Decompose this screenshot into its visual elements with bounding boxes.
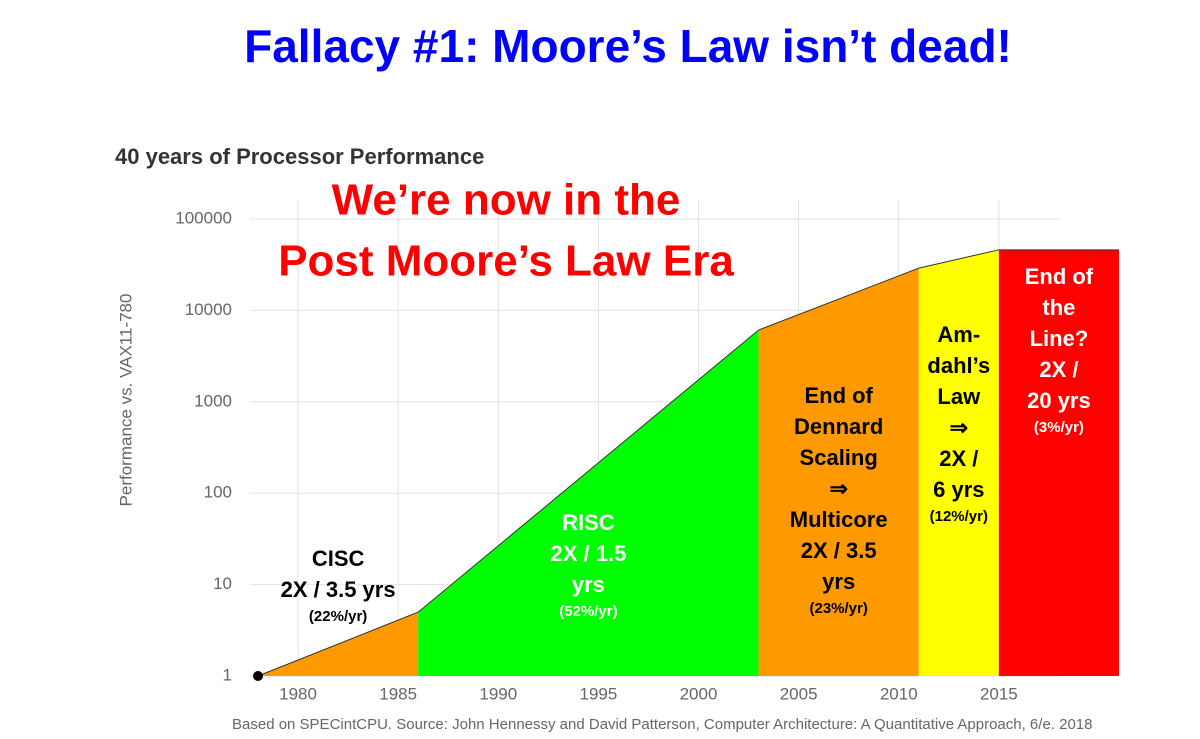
- x-tick-label: 2010: [880, 684, 918, 703]
- x-tick-label: 1990: [479, 684, 517, 703]
- x-tick-label: 2000: [680, 684, 718, 703]
- region-label: 2X /: [939, 446, 978, 471]
- region-label: Am-: [937, 322, 980, 347]
- region-label: 20 yrs: [1027, 388, 1091, 413]
- region-label: 2X / 3.5: [801, 538, 877, 563]
- region-label: Line?: [1030, 326, 1089, 351]
- overlay-text: Post Moore’s Law Era: [278, 237, 734, 286]
- region-label: 2X / 1.5: [550, 541, 626, 566]
- region-label: Dennard: [794, 414, 883, 439]
- region-label: ⇒: [950, 415, 968, 440]
- chart-title: 40 years of Processor Performance: [115, 144, 484, 169]
- era-region: [918, 249, 999, 677]
- region-rate: (22%/yr): [309, 608, 367, 625]
- y-tick-label: 1: [223, 665, 232, 684]
- x-tick-label: 2015: [980, 684, 1018, 703]
- source-note: Based on SPECintCPU. Source: John Hennes…: [232, 716, 1093, 733]
- region-rate: (3%/yr): [1034, 419, 1084, 436]
- region-label: Scaling: [800, 445, 878, 470]
- y-tick-label: 10: [213, 574, 232, 593]
- region-rate: (23%/yr): [809, 600, 867, 617]
- era-region: [998, 249, 1119, 677]
- era-region: [758, 268, 919, 676]
- region-label: RISC: [562, 510, 615, 535]
- region-label: CISC: [312, 546, 365, 571]
- region-label: yrs: [572, 572, 605, 597]
- y-tick-label: 100: [204, 483, 232, 502]
- region-label: yrs: [822, 569, 855, 594]
- region-label: Law: [937, 384, 981, 409]
- region-label: ⇒: [829, 476, 847, 501]
- region-label: End of: [804, 383, 873, 408]
- region-label: Multicore: [790, 507, 888, 532]
- x-tick-label: 2005: [780, 684, 818, 703]
- region-label: 6 yrs: [933, 477, 984, 502]
- region-label: 2X / 3.5 yrs: [281, 577, 396, 602]
- overlay-text: We’re now in the: [332, 176, 681, 225]
- y-tick-label: 1000: [194, 391, 232, 410]
- x-tick-label: 1980: [279, 684, 317, 703]
- era-region: [418, 330, 759, 676]
- start-point: [253, 671, 264, 681]
- region-label: the: [1042, 295, 1075, 320]
- y-axis-label: Performance vs. VAX11-780: [116, 294, 135, 507]
- region-label: End of: [1025, 264, 1094, 289]
- slide-title: Fallacy #1: Moore’s Law isn’t dead!: [244, 20, 1012, 72]
- region-label: dahl’s: [927, 353, 990, 378]
- region-label: 2X /: [1039, 357, 1078, 382]
- x-tick-label: 1995: [579, 684, 617, 703]
- y-tick-label: 10000: [185, 300, 232, 319]
- region-rate: (12%/yr): [930, 508, 988, 525]
- region-rate: (52%/yr): [559, 603, 617, 620]
- performance-line: [257, 249, 1119, 677]
- x-tick-label: 1985: [379, 684, 417, 703]
- y-tick-label: 100000: [175, 208, 232, 227]
